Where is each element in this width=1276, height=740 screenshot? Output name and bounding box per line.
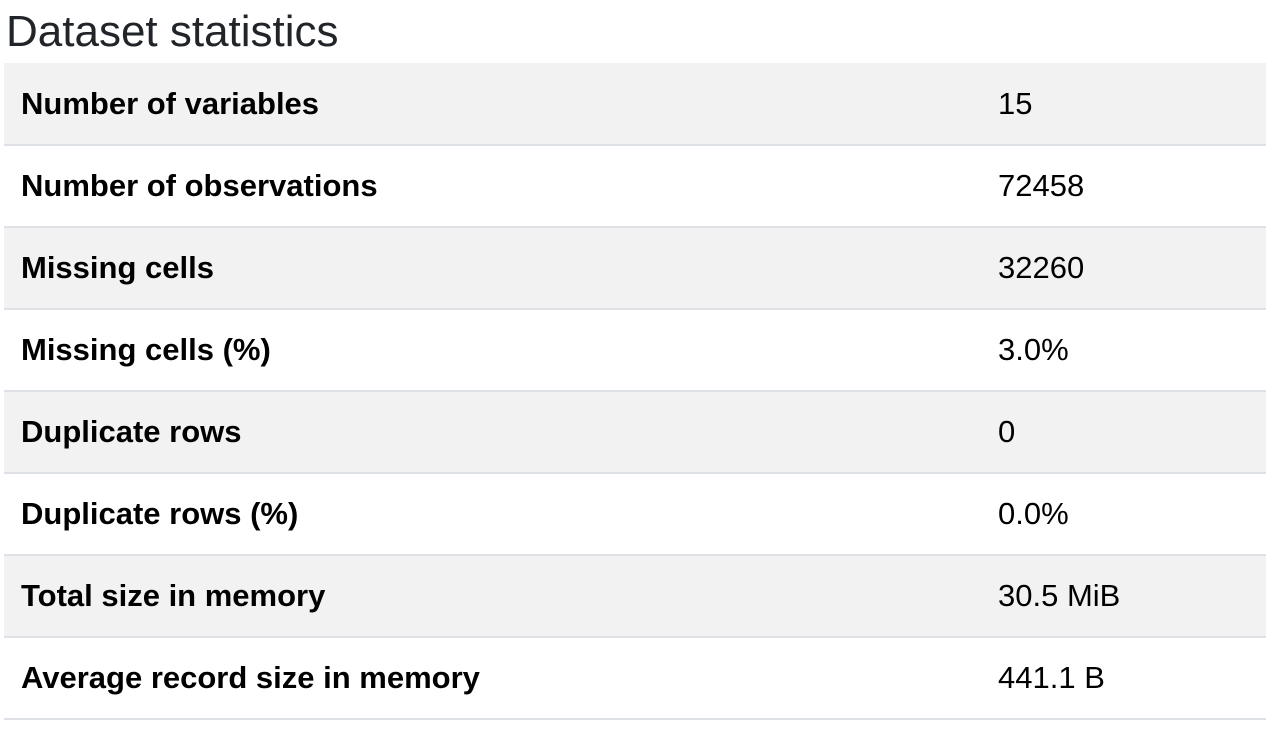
stat-label: Missing cells (%)	[4, 309, 981, 392]
stat-label: Duplicate rows (%)	[4, 473, 981, 556]
table-row: Number of variables 15	[4, 63, 1266, 146]
stat-label: Number of variables	[4, 63, 981, 146]
stat-label: Duplicate rows	[4, 391, 981, 474]
stat-value: 0.0%	[981, 473, 1266, 556]
stat-value: 30.5 MiB	[981, 555, 1266, 638]
stat-label: Number of observations	[4, 145, 981, 228]
table-row: Missing cells (%) 3.0%	[4, 309, 1266, 392]
stat-label: Total size in memory	[4, 555, 981, 638]
stat-value: 15	[981, 63, 1266, 146]
stat-value: 72458	[981, 145, 1266, 228]
statistics-table: Number of variables 15 Number of observa…	[4, 63, 1266, 720]
table-row: Duplicate rows 0	[4, 391, 1266, 474]
table-row: Duplicate rows (%) 0.0%	[4, 473, 1266, 556]
stat-value: 3.0%	[981, 309, 1266, 392]
stat-value: 0	[981, 391, 1266, 474]
stat-label: Average record size in memory	[4, 637, 981, 720]
table-row: Missing cells 32260	[4, 227, 1266, 310]
page-title: Dataset statistics	[6, 7, 339, 56]
table-row: Total size in memory 30.5 MiB	[4, 555, 1266, 638]
table-row: Average record size in memory 441.1 B	[4, 637, 1266, 720]
stat-label: Missing cells	[4, 227, 981, 310]
stat-value: 441.1 B	[981, 637, 1266, 720]
table-row: Number of observations 72458	[4, 145, 1266, 228]
stat-value: 32260	[981, 227, 1266, 310]
